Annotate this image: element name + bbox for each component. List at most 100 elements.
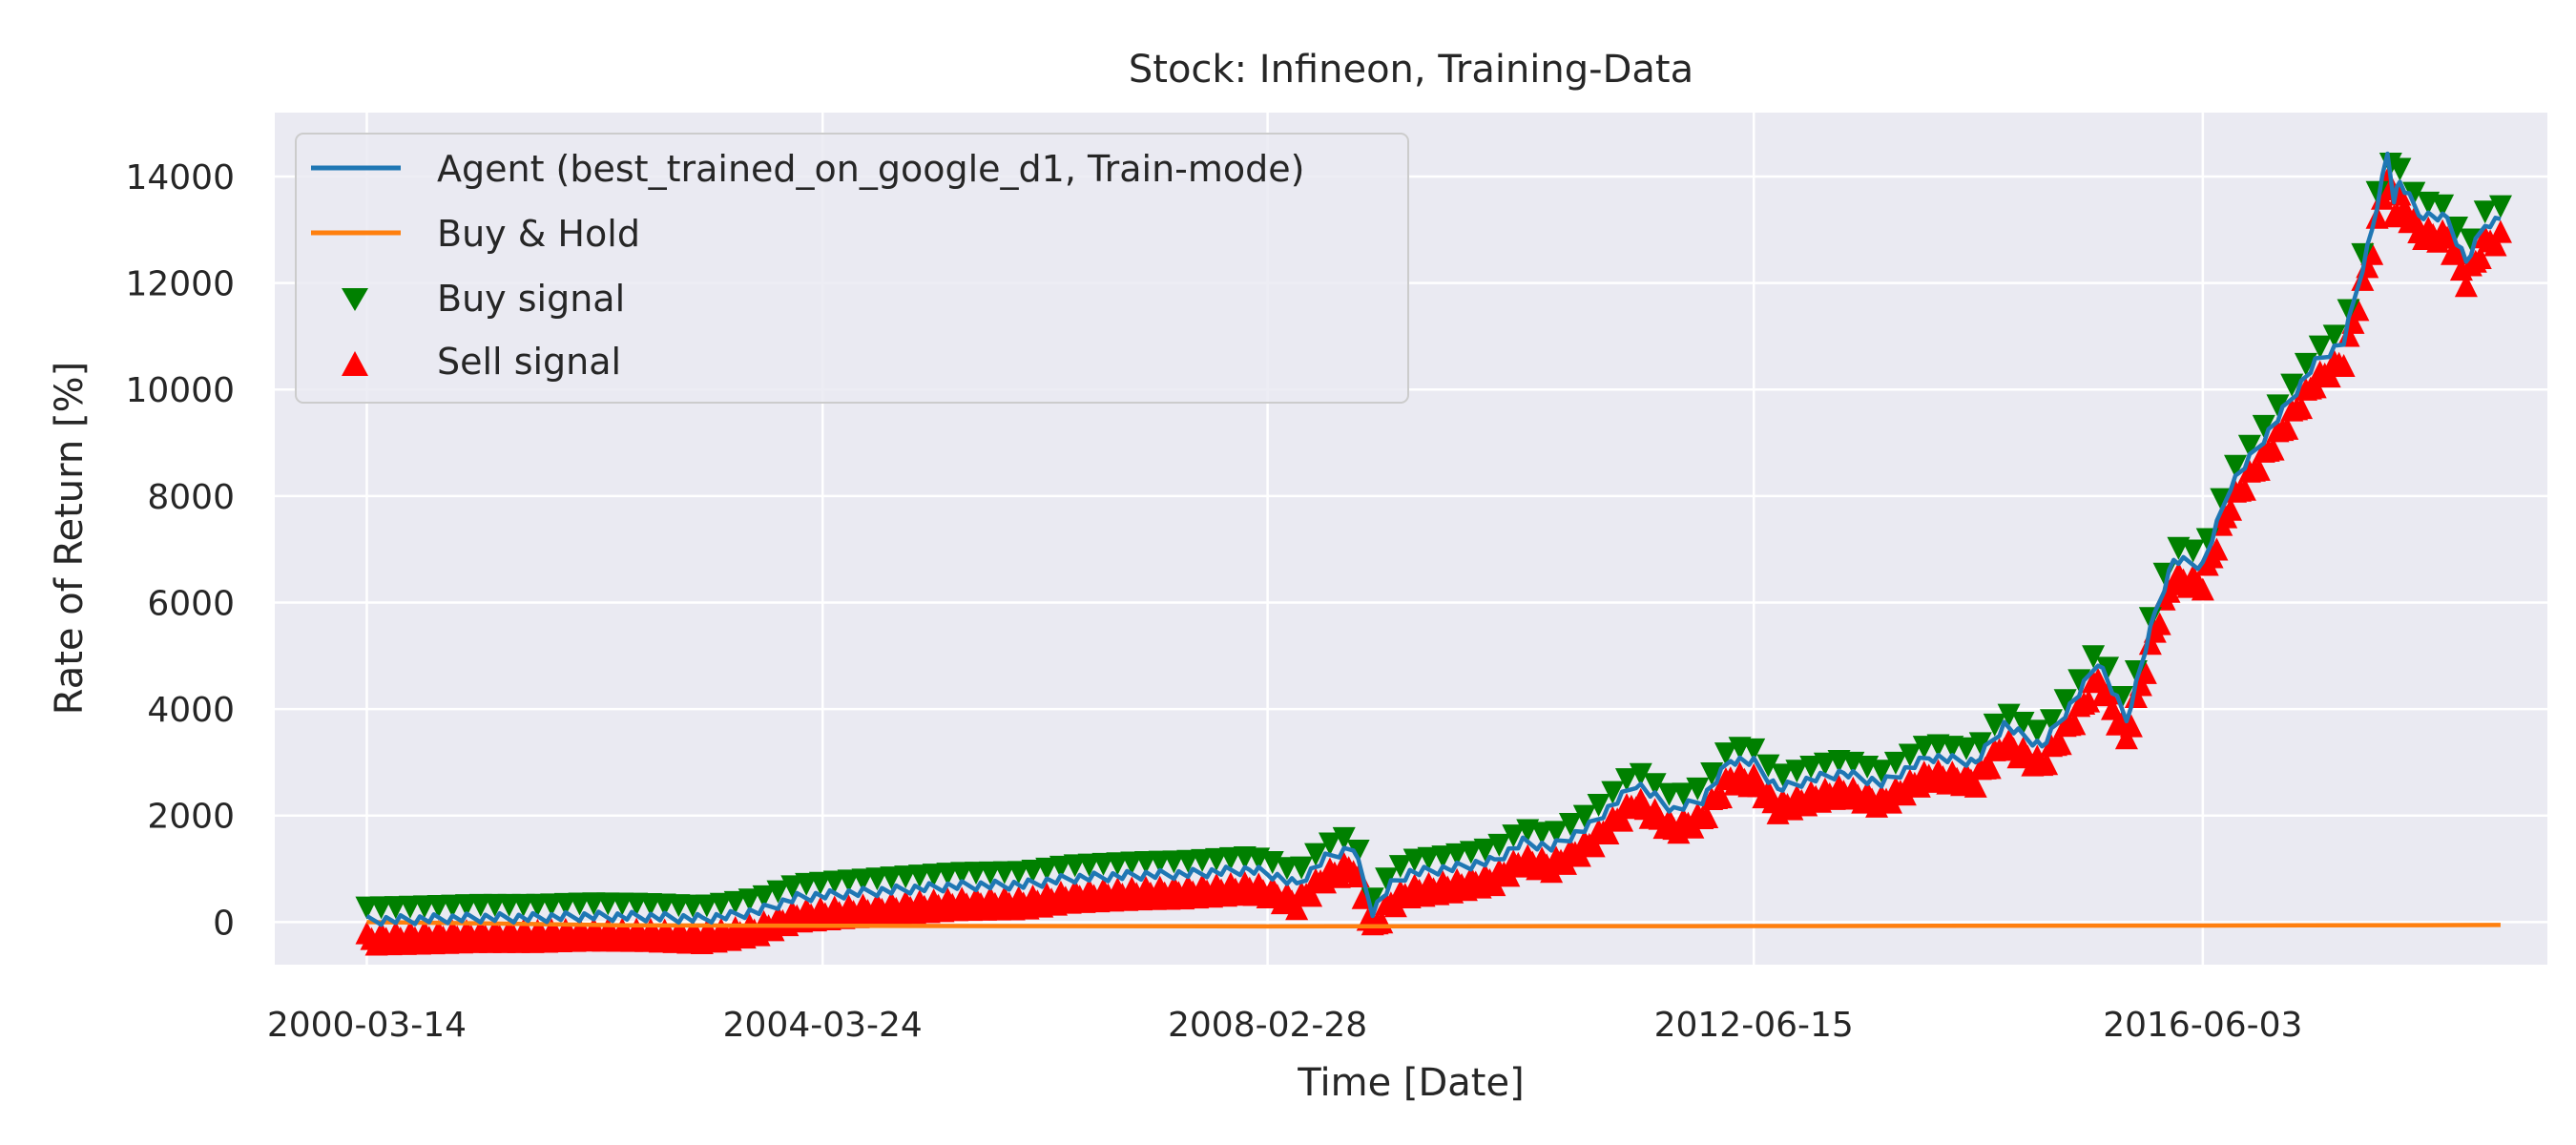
sell-signal-marker bbox=[2233, 477, 2256, 501]
buy-signal-marker bbox=[2096, 656, 2120, 680]
buy-signal-marker bbox=[709, 892, 733, 916]
buy-signal-marker bbox=[865, 867, 889, 891]
buy-signal-marker bbox=[1162, 850, 1186, 874]
buy-signal-marker bbox=[2181, 539, 2205, 563]
buy-signal-marker bbox=[1459, 841, 1483, 864]
sell-signal-marker bbox=[2436, 225, 2460, 249]
buy-signal-marker bbox=[837, 869, 861, 893]
buy-signal-marker bbox=[2322, 324, 2346, 348]
buy-signal-marker bbox=[880, 866, 904, 890]
x-tick-labels: 2000-03-14 2004-03-24 2008-02-28 2012-06-15… bbox=[267, 1006, 2303, 1045]
buy-signal-marker bbox=[2402, 181, 2426, 205]
buy-signal-marker bbox=[1091, 852, 1115, 876]
y-tick-label: 14000 bbox=[125, 158, 235, 198]
buy-signal-marker bbox=[2388, 157, 2412, 181]
buy-signal-marker bbox=[1218, 846, 1242, 870]
buy-signal-marker bbox=[1063, 854, 1087, 878]
sell-signal-marker bbox=[2247, 457, 2271, 481]
buy-signal-marker bbox=[2365, 180, 2389, 204]
sell-signal-marker bbox=[2048, 732, 2072, 756]
buy-signal-marker bbox=[1672, 782, 1695, 806]
x-tick-label: 2004-03-24 bbox=[723, 1006, 923, 1045]
buy-signal-marker bbox=[978, 861, 1002, 885]
sell-signal-marker bbox=[1582, 834, 1606, 858]
legend-buy-marker bbox=[342, 288, 368, 311]
sell-signal-markers bbox=[355, 167, 2512, 956]
sell-signal-marker bbox=[2303, 375, 2327, 399]
buy-signal-marker bbox=[1545, 821, 1568, 844]
buy-signal-marker bbox=[1558, 813, 1582, 837]
sell-signal-marker bbox=[2290, 396, 2314, 420]
buy-signal-marker bbox=[808, 871, 832, 895]
sell-signal-marker bbox=[2317, 364, 2341, 388]
buy-signal-marker bbox=[752, 885, 776, 908]
sell-signal-marker bbox=[2063, 712, 2087, 736]
buy-signal-marker bbox=[369, 896, 393, 920]
y-tick-label: 6000 bbox=[147, 584, 235, 623]
buy-signal-marker bbox=[1572, 804, 1596, 828]
sell-signal-marker bbox=[2261, 437, 2285, 461]
buy-signal-marker bbox=[1431, 845, 1455, 869]
buy-signal-marker bbox=[1898, 743, 1922, 767]
buy-signal-marker bbox=[1983, 713, 2006, 737]
legend-agent-label: Agent (best_trained_on_google_d1, Train-… bbox=[437, 148, 1304, 190]
buy-signal-marker bbox=[1077, 853, 1101, 877]
buy-signal-marker bbox=[992, 861, 1016, 885]
buy-signal-marker bbox=[1785, 760, 1809, 783]
buy-signal-marker bbox=[1968, 732, 1992, 756]
series-layer bbox=[355, 151, 2512, 956]
buy-signal-marker bbox=[1614, 768, 1638, 792]
buy-signal-marker bbox=[1290, 856, 1314, 880]
buy-signal-marker bbox=[822, 870, 846, 894]
buy-signal-marker bbox=[1473, 838, 1497, 862]
sell-signal-marker bbox=[2205, 537, 2229, 561]
x-tick-label: 2000-03-14 bbox=[267, 1006, 467, 1045]
sell-signal-marker bbox=[1710, 785, 1734, 809]
buy-signal-marker bbox=[2025, 719, 2049, 743]
buy-signal-marker bbox=[1686, 777, 1710, 801]
buy-signal-marker bbox=[1714, 742, 1737, 766]
buy-signal-marker bbox=[1106, 852, 1130, 876]
legend-buyhold-label: Buy & Hold bbox=[437, 213, 640, 255]
buy-signal-marker bbox=[1205, 847, 1229, 871]
buy-signal-marker bbox=[2488, 195, 2512, 219]
sell-signal-marker bbox=[1978, 756, 2002, 780]
buy-signal-marker bbox=[1997, 703, 2021, 727]
sell-signal-marker bbox=[2148, 612, 2171, 635]
buy-signal-marker bbox=[1530, 822, 1554, 845]
buy-signal-marker bbox=[1417, 846, 1441, 870]
buy-signal-marker bbox=[766, 880, 790, 904]
sell-signal-marker bbox=[2468, 245, 2492, 269]
sell-signal-marker bbox=[1383, 894, 1407, 918]
y-tick-label: 12000 bbox=[125, 265, 235, 304]
sell-signal-marker bbox=[2275, 416, 2299, 440]
sell-signal-marker bbox=[2077, 689, 2101, 713]
buy-signal-marker bbox=[1346, 839, 1370, 863]
buy-signal-marker bbox=[2473, 200, 2497, 224]
buy-signal-marker bbox=[1700, 762, 1724, 786]
buy-signal-marker bbox=[737, 888, 761, 912]
sell-signal-marker bbox=[2488, 219, 2512, 243]
buy-signal-marker bbox=[922, 864, 945, 887]
buy-signal-marker bbox=[1502, 824, 1526, 848]
buy-hold-line bbox=[366, 920, 2501, 929]
sell-signal-marker bbox=[2444, 240, 2468, 264]
legend-box bbox=[295, 133, 1409, 404]
buy-signal-marker bbox=[2082, 645, 2106, 669]
buy-signal-marker bbox=[894, 865, 918, 889]
y-axis-label: Rate of Return [%] bbox=[48, 362, 92, 715]
sell-signal-marker bbox=[2191, 577, 2214, 601]
buy-signal-marker bbox=[1275, 857, 1298, 881]
buy-signal-marker bbox=[1487, 833, 1511, 857]
buy-signal-marker bbox=[1191, 848, 1215, 872]
buy-signal-marker bbox=[2280, 373, 2304, 397]
buy-signal-marker bbox=[1120, 851, 1144, 875]
sell-signal-marker bbox=[2114, 726, 2138, 750]
buy-signal-marker bbox=[398, 895, 422, 919]
buy-signal-marker bbox=[2252, 414, 2275, 438]
sell-signal-marker bbox=[2454, 274, 2478, 298]
buy-signal-marker bbox=[1375, 867, 1399, 891]
buy-signal-marker bbox=[1587, 793, 1610, 817]
sell-signal-marker bbox=[1963, 774, 1987, 798]
sell-signal-marker bbox=[2119, 714, 2143, 738]
